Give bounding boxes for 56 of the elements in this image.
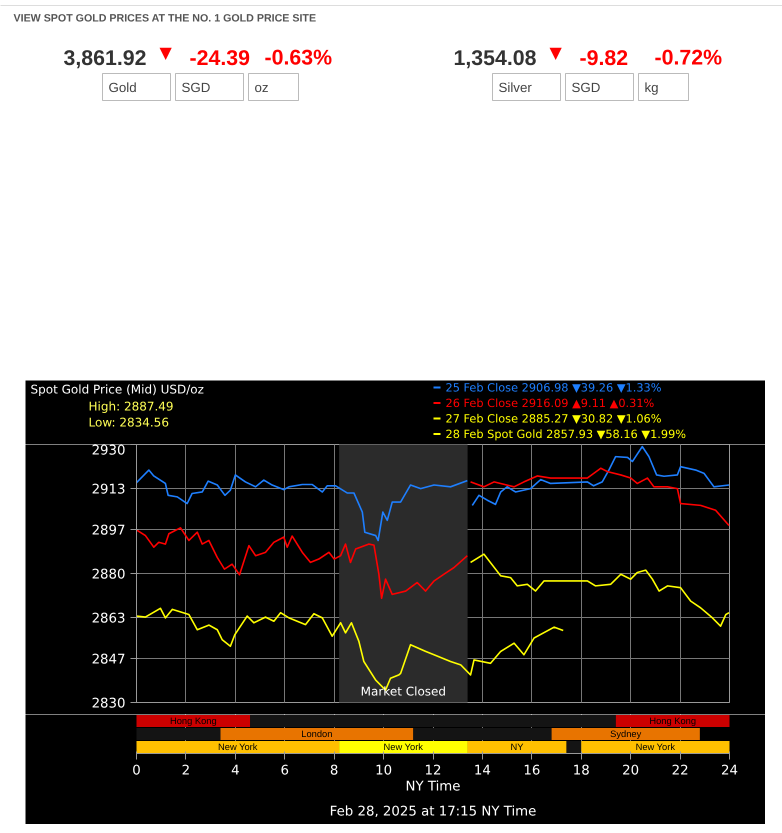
x-tick-label: 16	[523, 764, 540, 778]
data-label: Hong Kong	[170, 716, 217, 726]
x-tick-label: 14	[474, 764, 491, 778]
y-tick-label: 2913	[92, 482, 126, 498]
legend-label: 27 Feb Close 2885.27 ▼30.82 ▼1.06%	[446, 412, 662, 426]
legend-label: 28 Feb Spot Gold 2857.93 ▼58.16 ▼1.99%	[446, 427, 686, 441]
legend-label: 26 Feb Close 2916.09 ▲9.11 ▲0.31%	[446, 396, 655, 410]
data-label: New York	[384, 742, 424, 752]
data-label: New York	[636, 742, 676, 752]
x-tick-label: 18	[572, 764, 590, 778]
y-tick-label: 2863	[92, 611, 126, 626]
data-label: Hong Kong	[649, 716, 696, 726]
x-tick-label: 10	[375, 764, 392, 778]
bar	[581, 741, 730, 753]
band-label: Market Closed	[360, 684, 446, 698]
x-tick-label: 12	[424, 764, 442, 778]
data-label: Sydney	[610, 729, 642, 739]
x-tick-label: 20	[622, 764, 640, 778]
y-tick-label: 2897	[92, 524, 126, 539]
line-series	[470, 553, 730, 627]
text: 3,861.92	[64, 46, 147, 70]
x-tick-label: 24	[721, 764, 738, 778]
text: ▼	[550, 43, 562, 62]
y-tick-label: 2930	[92, 444, 126, 458]
data-label: London	[301, 729, 332, 739]
text: -24.39	[190, 46, 250, 70]
legend-label: 25 Feb Close 2906.98 ▼39.26 ▼1.33%	[446, 380, 662, 394]
chart-title: Spot Gold Price (Mid) USD/oz	[30, 382, 204, 396]
x-tick-label: 8	[330, 764, 338, 778]
x-tick-label: 4	[231, 764, 240, 778]
x-axis-title: NY Time	[406, 780, 460, 794]
text: SGD	[182, 80, 210, 95]
y-tick-label: 2830	[92, 696, 126, 712]
text: -0.63%	[264, 46, 332, 70]
text: Low: 2834.56	[88, 416, 169, 430]
y-tick-label: 2880	[92, 568, 126, 582]
text: kg	[644, 80, 659, 95]
text: -0.72%	[654, 46, 722, 70]
text: High: 2887.49	[88, 400, 174, 414]
text: -9.82	[580, 46, 628, 70]
y-tick-label: 2847	[92, 652, 126, 668]
x-tick-label: 2	[182, 764, 190, 778]
text: 1,354.08	[454, 46, 537, 70]
text: Gold	[108, 80, 137, 95]
text: VIEW SPOT GOLD PRICES AT THE NO. 1 GOLD PRICE SITE	[14, 12, 316, 24]
data-label: New York	[218, 742, 258, 752]
x-tick-label: 6	[280, 764, 289, 778]
text: ▼	[160, 43, 172, 62]
text: SGD	[572, 80, 600, 95]
text: Feb 28, 2025 at 17:15 NY Time	[330, 804, 536, 820]
text: Silver	[498, 80, 532, 95]
bar	[339, 741, 468, 753]
data-label: NY	[510, 742, 524, 752]
x-tick-label: 0	[132, 764, 141, 778]
text: oz	[254, 80, 269, 95]
x-tick-label: 22	[672, 764, 689, 778]
